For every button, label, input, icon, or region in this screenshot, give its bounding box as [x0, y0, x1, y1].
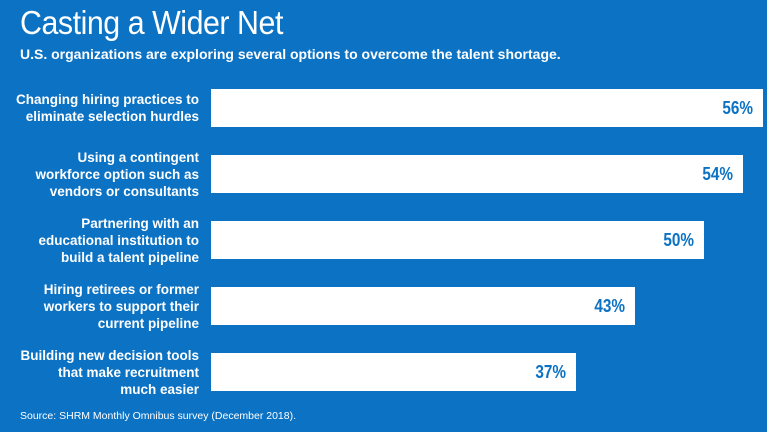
source-note: Source: SHRM Monthly Omnibus survey (Dec…	[20, 410, 297, 422]
value-label: 54%	[702, 164, 734, 184]
value-label: 50%	[663, 230, 694, 250]
category-label: Building new decision tools that make re…	[20, 347, 199, 397]
category-label: Changing hiring practices to eliminate s…	[15, 92, 199, 124]
bar: 43%	[211, 287, 635, 325]
chart-title: Casting a Wider Net	[20, 4, 283, 41]
category-label: Using a contingent workforce option such…	[35, 149, 199, 199]
bar: 37%	[211, 353, 576, 391]
value-label: 43%	[594, 296, 625, 316]
value-label: 56%	[722, 98, 753, 118]
bar: 50%	[211, 221, 704, 259]
category-label: Hiring retirees or former workers to sup…	[43, 281, 199, 331]
chart-subtitle: U.S. organizations are exploring several…	[20, 46, 561, 62]
value-label: 37%	[535, 362, 566, 382]
bar: 56%	[211, 89, 763, 127]
category-label: Partnering with an educational instituti…	[38, 215, 200, 265]
bar: 54%	[211, 155, 744, 193]
